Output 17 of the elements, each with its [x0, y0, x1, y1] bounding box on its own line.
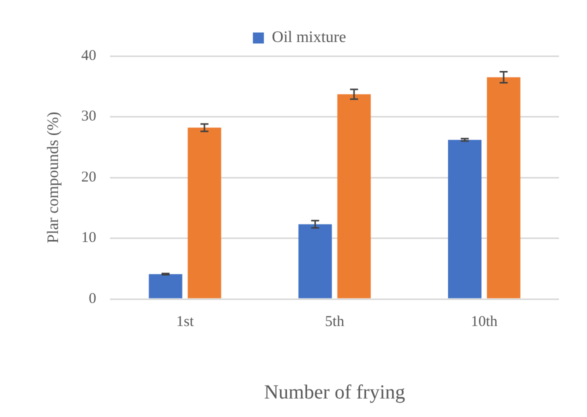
bar [448, 140, 482, 298]
x-tick-label: 5th [325, 314, 345, 330]
bar [188, 128, 222, 298]
bar [148, 274, 182, 298]
legend-label: Oil mixture [272, 29, 346, 46]
y-tick-label: 0 [88, 290, 96, 307]
x-axis-title: Number of frying [264, 381, 406, 404]
y-tick-label: 40 [81, 48, 96, 64]
bar [337, 94, 371, 298]
x-tick-label: 10th [470, 314, 498, 330]
bar [486, 77, 520, 298]
x-tick-label: 1st [176, 314, 195, 330]
y-axis-title: Plar compounds (%) [44, 112, 62, 244]
bar [298, 224, 332, 298]
y-tick-label: 30 [81, 108, 96, 125]
y-tick-label: 20 [81, 169, 96, 186]
y-tick-label: 10 [81, 230, 96, 246]
